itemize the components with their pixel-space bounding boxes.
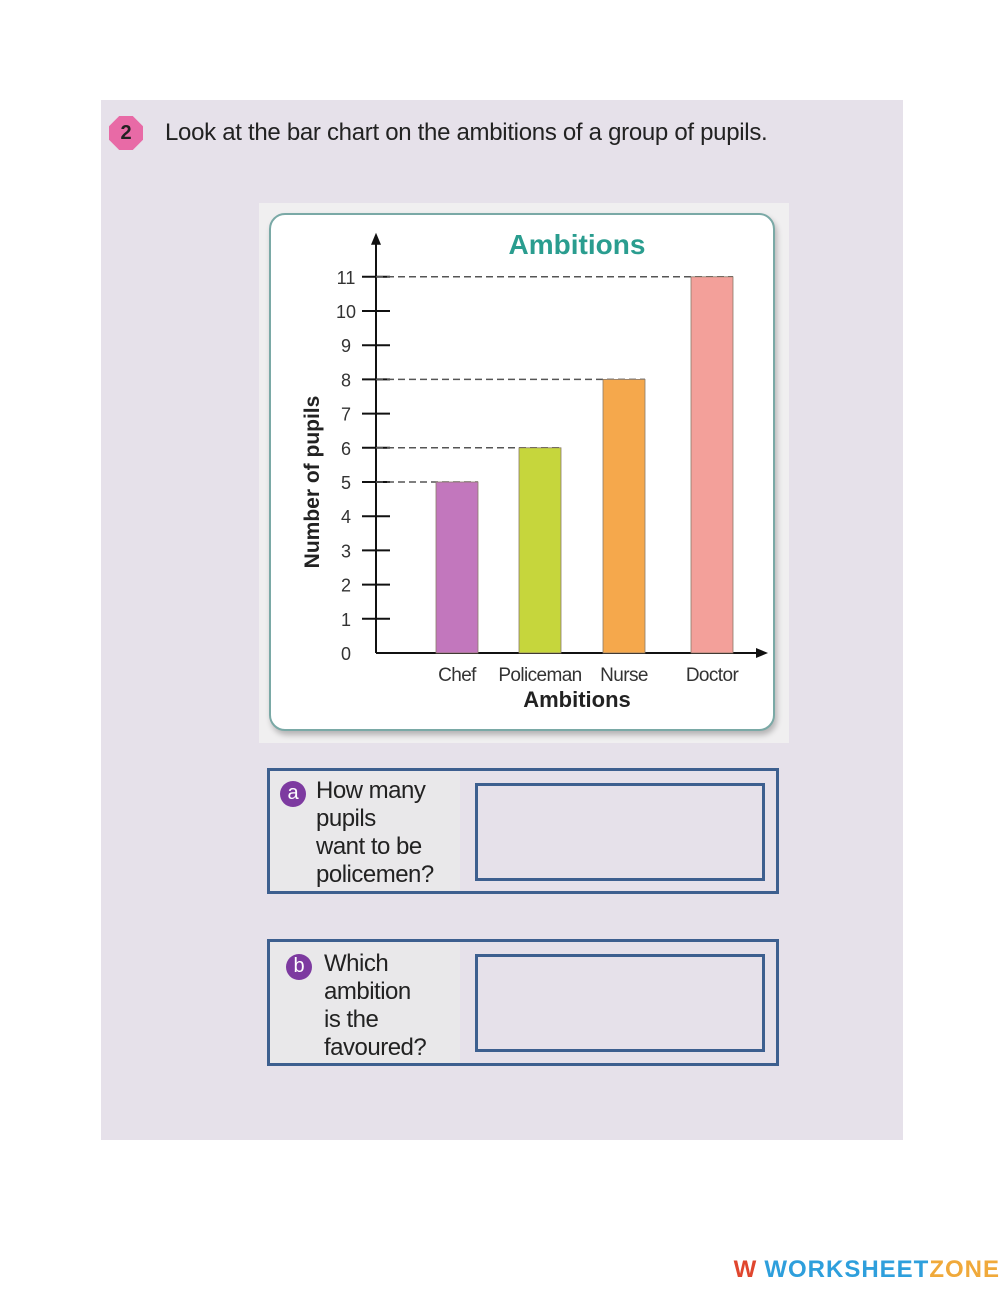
x-tick-label: Chef bbox=[438, 665, 477, 686]
y-tick-label: 2 bbox=[341, 576, 351, 596]
answer-box-b[interactable] bbox=[475, 954, 765, 1052]
y-tick-label: 11 bbox=[337, 268, 356, 288]
bar-policeman bbox=[518, 447, 562, 654]
y-axis-arrow-icon bbox=[371, 232, 381, 245]
question-text: Look at the bar chart on the ambitions o… bbox=[165, 119, 768, 146]
question-number-badge: 2 bbox=[109, 116, 143, 150]
y-tick-label: 7 bbox=[341, 405, 351, 425]
subquestion-b-text: Which ambition is the favoured? bbox=[324, 950, 427, 1061]
worksheet-page: 2 Look at the bar chart on the ambitions… bbox=[101, 100, 903, 1140]
brand-name-part2: ZONE bbox=[929, 1256, 1000, 1283]
brand-name-part1: WORKSHEET bbox=[764, 1256, 930, 1283]
y-tick-label: 0 bbox=[341, 644, 351, 664]
y-tick-label: 5 bbox=[341, 473, 351, 493]
x-tick-label: Policeman bbox=[498, 665, 581, 686]
answer-box-a[interactable] bbox=[475, 783, 765, 881]
worksheetzone-logo[interactable]: W WORKSHEET ZONE bbox=[734, 1256, 1000, 1284]
brand-w-icon: W bbox=[733, 1256, 757, 1283]
y-tick-label: 4 bbox=[341, 507, 351, 527]
x-tick-label: Doctor bbox=[686, 665, 740, 686]
subquestion-b-badge: b bbox=[286, 954, 312, 980]
bar-nurse bbox=[602, 378, 646, 654]
x-axis-label: Ambitions bbox=[523, 687, 631, 712]
subquestion-a-badge: a bbox=[280, 781, 306, 807]
bar-chef bbox=[435, 481, 479, 654]
bar-doctor bbox=[690, 276, 734, 654]
x-axis-arrow-icon bbox=[756, 648, 768, 658]
y-tick-label: 9 bbox=[341, 336, 351, 356]
y-tick-label: 10 bbox=[336, 302, 356, 322]
y-tick-label: 6 bbox=[341, 439, 351, 459]
subquestion-b-prompt: b Which ambition is the favoured? bbox=[270, 942, 460, 1063]
y-tick-label: 3 bbox=[341, 541, 351, 561]
chart-panel: Ambitions Number of pupils 0 1 2 3 4 5 6 7 8 9 10 1… bbox=[259, 203, 789, 743]
y-tick-label: 1 bbox=[341, 610, 351, 630]
chart-title: Ambitions bbox=[508, 229, 646, 260]
y-tick-label: 8 bbox=[341, 370, 351, 390]
bar-chart: Ambitions Number of pupils 0 1 2 3 4 5 6 7 8 9 10 1… bbox=[269, 213, 775, 731]
question-header: 2 Look at the bar chart on the ambitions… bbox=[109, 116, 768, 150]
subquestion-a-text: How many pupils want to be policemen? bbox=[316, 777, 434, 888]
subquestion-a-prompt: a How many pupils want to be policemen? bbox=[270, 771, 460, 891]
x-tick-label: Nurse bbox=[600, 665, 648, 686]
subquestion-b: b Which ambition is the favoured? bbox=[267, 939, 779, 1066]
subquestion-a: a How many pupils want to be policemen? bbox=[267, 768, 779, 894]
plot-area: 0 1 2 3 4 5 6 7 8 9 10 11 Chef Policeman Nurse Doctor bbox=[336, 232, 768, 686]
